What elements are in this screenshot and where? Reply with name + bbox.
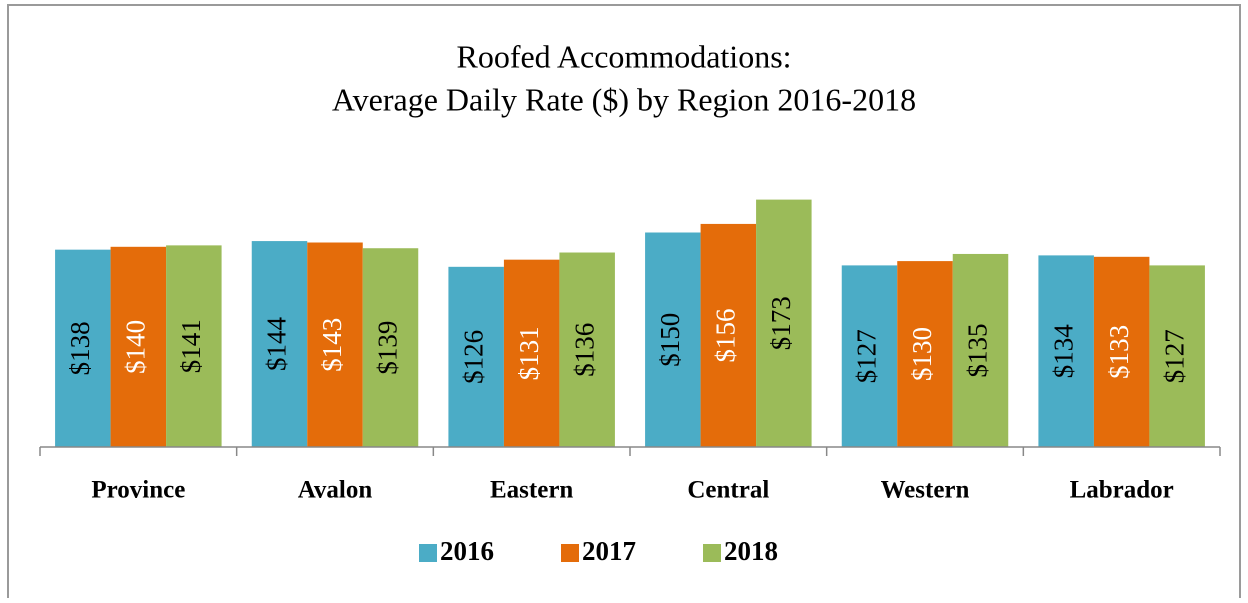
bar bbox=[307, 242, 363, 447]
x-tick-label: Eastern bbox=[490, 477, 573, 504]
bar bbox=[55, 249, 111, 447]
bar bbox=[448, 266, 504, 447]
data-label: $126 bbox=[458, 330, 488, 384]
data-label: $131 bbox=[514, 326, 544, 380]
bar bbox=[1038, 255, 1094, 447]
legend-swatch bbox=[561, 544, 579, 562]
data-label: $139 bbox=[373, 321, 403, 375]
x-tick-label: Province bbox=[91, 477, 185, 504]
bar bbox=[700, 223, 757, 447]
chart-title: Average Daily Rate ($) by Region 2016-20… bbox=[332, 81, 916, 117]
bar bbox=[559, 252, 615, 447]
legend-swatch bbox=[703, 544, 721, 562]
chart-title: Roofed Accommodations: bbox=[456, 38, 791, 74]
bar bbox=[503, 259, 560, 447]
bar bbox=[645, 232, 701, 447]
data-label: $127 bbox=[852, 329, 882, 383]
data-label: $150 bbox=[655, 313, 685, 367]
data-label: $144 bbox=[262, 317, 292, 372]
legend-label: 2016 bbox=[440, 536, 494, 566]
bar bbox=[952, 253, 1009, 447]
legend-swatch bbox=[419, 544, 437, 562]
data-label: $173 bbox=[766, 296, 796, 350]
data-label: $133 bbox=[1104, 325, 1134, 379]
legend-label: 2018 bbox=[724, 536, 778, 566]
legend-label: 2017 bbox=[582, 536, 636, 566]
x-tick-label: Avalon bbox=[298, 477, 373, 504]
data-label: $130 bbox=[907, 327, 937, 381]
data-label: $134 bbox=[1048, 324, 1078, 379]
data-label: $156 bbox=[711, 308, 741, 362]
data-label: $141 bbox=[176, 319, 206, 373]
data-label: $127 bbox=[1159, 329, 1189, 383]
bar bbox=[756, 199, 812, 447]
data-label: $135 bbox=[963, 323, 993, 377]
data-label: $143 bbox=[317, 318, 347, 372]
bar bbox=[166, 245, 222, 447]
bar bbox=[362, 248, 419, 447]
bar bbox=[1149, 265, 1205, 447]
bar bbox=[841, 265, 898, 447]
x-tick-label: Labrador bbox=[1070, 477, 1174, 504]
x-tick-label: Central bbox=[687, 477, 769, 504]
data-label: $140 bbox=[121, 320, 151, 374]
x-tick-label: Western bbox=[881, 477, 970, 504]
data-label: $136 bbox=[569, 323, 599, 377]
bar bbox=[897, 261, 953, 447]
bar bbox=[1093, 256, 1150, 447]
data-label: $138 bbox=[65, 321, 95, 375]
bar bbox=[251, 241, 308, 447]
bar bbox=[110, 246, 167, 447]
